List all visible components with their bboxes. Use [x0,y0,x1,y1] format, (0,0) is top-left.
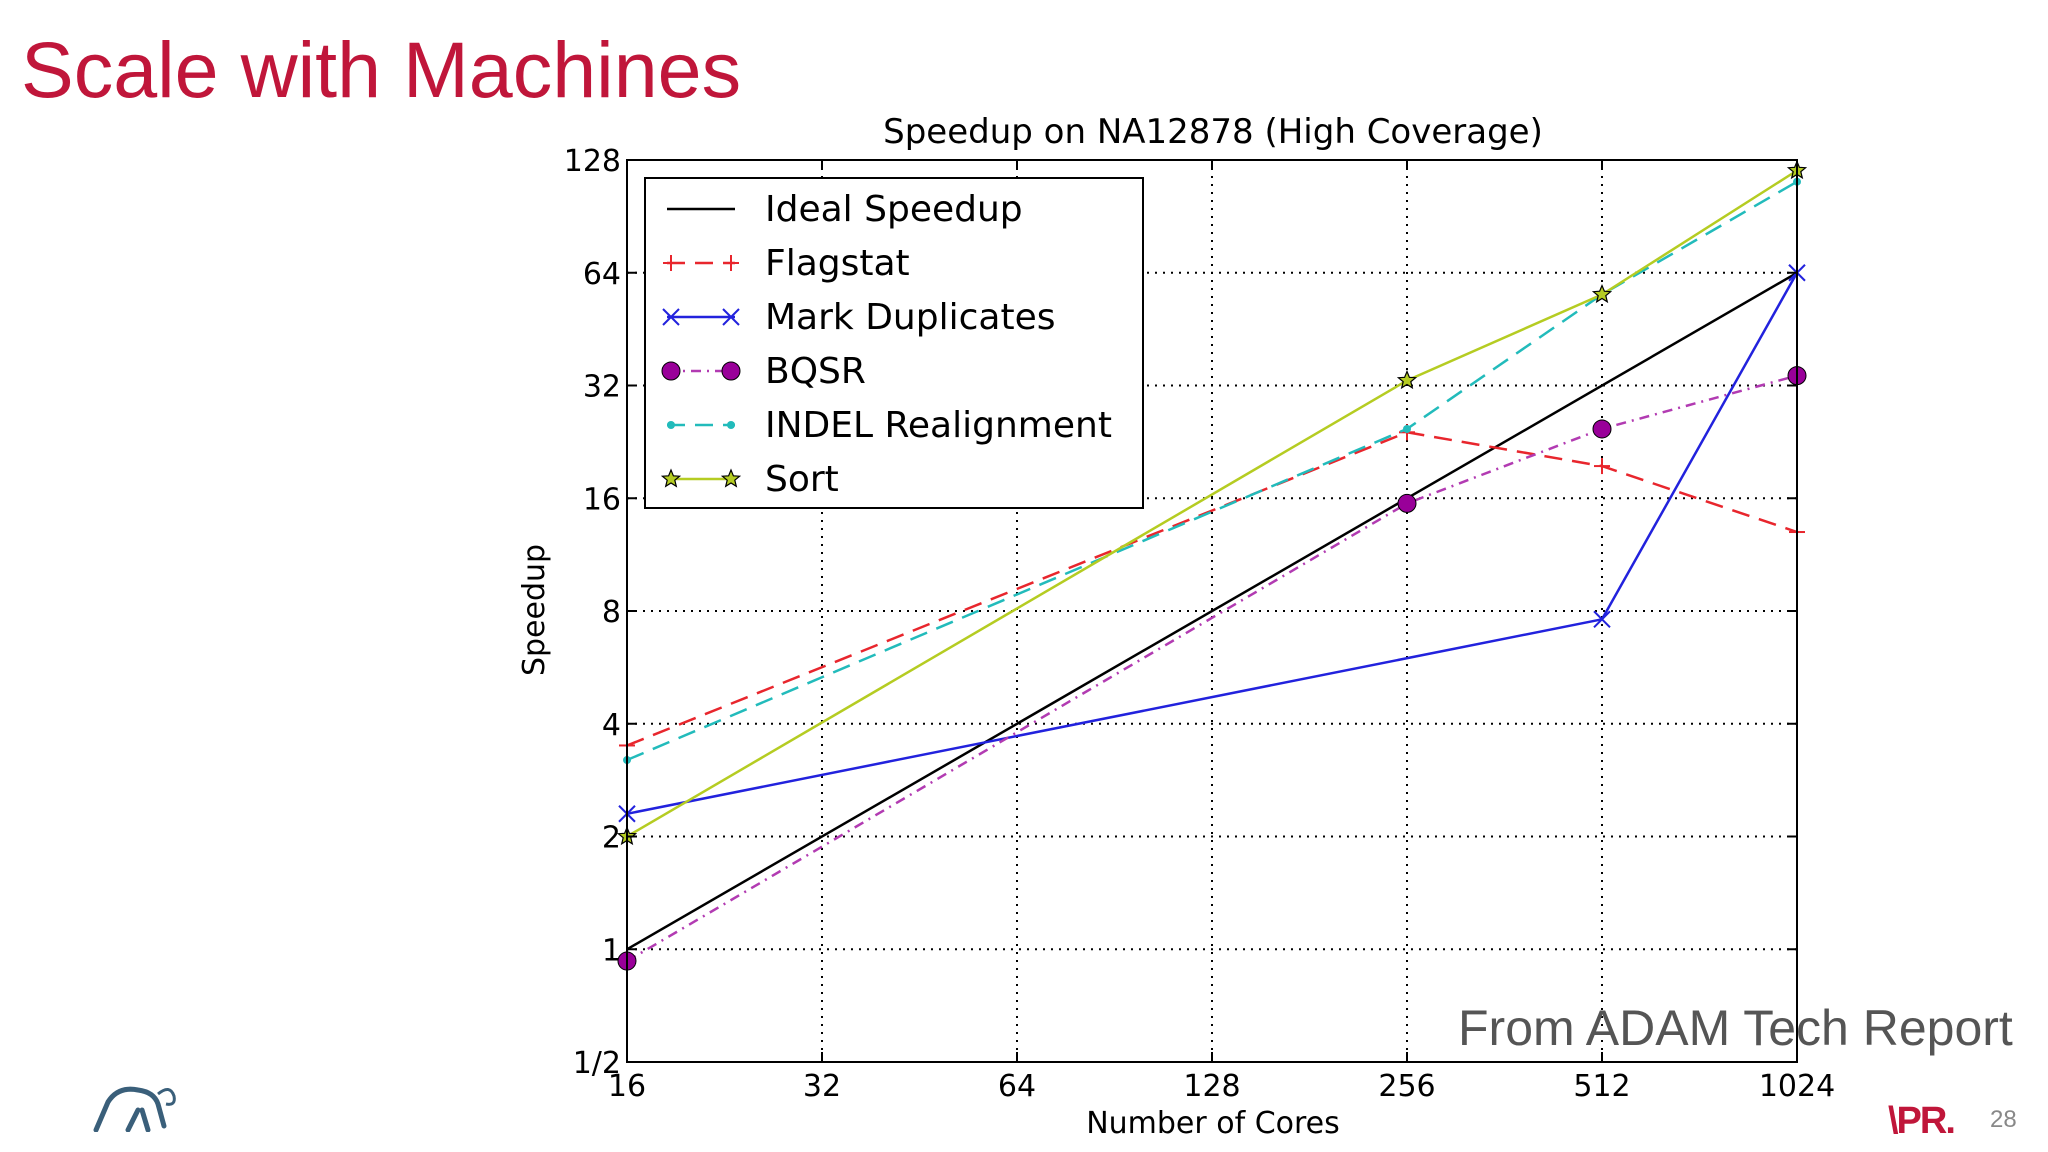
legend-marker-sort [720,468,742,488]
chart-title: Speedup on NA12878 (High Coverage) [883,112,1543,152]
legend: Ideal Speedup Flagstat Mark Duplicates BQSR… [644,177,1144,509]
data-point-markdup [1593,610,1611,629]
legend-marker-flagstat [723,255,739,271]
x-tick-label: 32 [803,1069,841,1104]
data-point-sort [1591,283,1613,304]
x-axis-label: Number of Cores [1086,1106,1340,1141]
data-point-bqsr [1592,419,1612,439]
x-tick-label: 1024 [1759,1069,1835,1104]
x-tick-label: 64 [998,1069,1036,1104]
y-tick-label: 32 [583,370,621,405]
legend-box [644,177,1144,509]
y-tick-label: 4 [602,708,621,743]
legend-label-markdup: Mark Duplicates [765,297,1055,338]
series-line-indel [626,180,1798,762]
legend-marker-indel [667,421,675,429]
elephant-logo-icon [93,1086,176,1132]
y-axis-label: Speedup [517,544,552,676]
source-note: From ADAM Tech Report [1458,1000,2013,1056]
x-tick-label: 512 [1573,1069,1630,1104]
legend-label-bqsr: BQSR [765,351,866,392]
legend-label-sort: Sort [765,459,839,500]
legend-label-flagstat: Flagstat [765,243,910,284]
x-tick-label: 16 [608,1069,646,1104]
series-line-bqsr [626,374,1798,963]
legend-marker-sort [660,468,682,488]
legend-marker-markdup [722,308,740,326]
x-tick-label: 256 [1378,1069,1435,1104]
legend-label-ideal: Ideal Speedup [765,189,1023,230]
y-tick-label: 16 [583,482,621,517]
y-tick-label: 1 [602,933,621,968]
legend-marker-markdup [662,308,680,326]
y-tick-label: 1/2 [573,1046,621,1081]
slide-title: Scale with Machines [21,25,742,114]
x-tick-label: 128 [1183,1069,1240,1104]
series-line-ideal [626,271,1798,951]
data-point-sort [1396,369,1418,390]
data-point-bqsr [1397,493,1417,513]
data-point-flagstat [1594,458,1610,475]
ampl-logo-icon: \PR. [1888,1100,1956,1142]
legend-label-indel: INDEL Realignment [765,405,1112,446]
legend-marker-bqsr [661,361,681,381]
y-tick-label: 64 [583,257,621,292]
axes: 16 32 64 128 256 512 1024 1/2 1 2 4 8 16 32 64 128 [564,144,1835,1104]
page-number: 28 [1990,1106,2017,1133]
y-tick-label: 2 [602,821,621,856]
series-lines [616,159,1808,971]
y-tick-label: 8 [602,595,621,630]
y-tick-label: 128 [564,144,621,179]
legend-marker-bqsr [721,361,741,381]
series-line-flagstat [626,431,1798,747]
series-line-sort [626,169,1798,838]
legend-marker-flagstat [663,255,679,271]
legend-marker-indel [727,421,735,429]
data-point-indel [1403,424,1411,433]
